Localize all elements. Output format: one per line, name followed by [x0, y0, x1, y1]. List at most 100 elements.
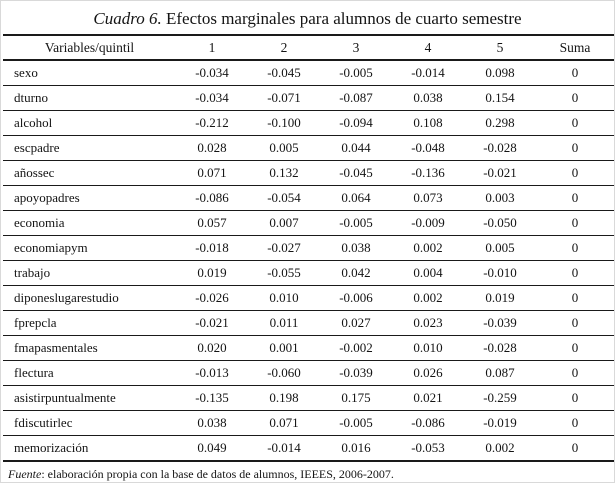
value-cell: -0.086 [392, 410, 464, 436]
value-cell: 0.073 [392, 185, 464, 211]
value-cell: 0.001 [248, 335, 320, 361]
value-cell: 0.098 [464, 60, 536, 86]
table-row: diponeslugarestudio -0.026 0.010 -0.006 0.00… [3, 285, 614, 311]
column-header-quintile-5: 5 [464, 35, 536, 61]
value-cell: 0.002 [392, 285, 464, 311]
value-cell: -0.028 [464, 335, 536, 361]
table-body: sexo -0.034 -0.045 -0.005 -0.014 0.098 0 dturno… [3, 60, 614, 461]
value-cell: 0.005 [464, 235, 536, 261]
value-cell: -0.136 [392, 160, 464, 186]
value-cell: 0 [536, 360, 614, 386]
source-text: : elaboración propia con la base de dato… [41, 467, 394, 481]
value-cell: 0.298 [464, 110, 536, 136]
value-cell: 0.005 [248, 135, 320, 161]
variable-name: fprepcla [3, 310, 176, 336]
value-cell: -0.055 [248, 260, 320, 286]
table-row: asistirpuntualmente -0.135 0.198 0.175 0.021… [3, 385, 614, 411]
value-cell: -0.014 [392, 60, 464, 86]
value-cell: -0.009 [392, 210, 464, 236]
variable-name: fmapasmentales [3, 335, 176, 361]
value-cell: -0.135 [176, 385, 248, 411]
variable-name: diponeslugarestudio [3, 285, 176, 311]
value-cell: 0.016 [341, 440, 371, 455]
value-cell: -0.045 [320, 160, 392, 186]
value-cell: -0.071 [248, 85, 320, 111]
value-cell: -0.048 [392, 135, 464, 161]
variable-name: apoyopadres [3, 185, 176, 211]
table-row: añossec 0.071 0.132 -0.045 -0.136 -0.021 0 [3, 160, 614, 186]
value-cell: -0.019 [464, 410, 536, 436]
value-cell: 0 [536, 60, 614, 86]
variable-name: escpadre [3, 135, 176, 161]
variable-name: dturno [3, 85, 176, 111]
value-cell: 0.175 [320, 385, 392, 411]
value-cell: 0.071 [248, 410, 320, 436]
variable-name: añossec [3, 160, 176, 186]
value-cell: -0.259 [464, 385, 536, 411]
variable-name: memorización [14, 440, 89, 455]
value-cell: 0.038 [392, 85, 464, 111]
variable-name: alcohol [3, 110, 176, 136]
variable-name: asistirpuntualmente [3, 385, 176, 411]
variable-name: sexo [3, 60, 176, 86]
value-cell: -0.021 [464, 160, 536, 186]
table-row: fdiscutirlec 0.038 0.071 -0.005 -0.086 -0.019… [3, 410, 614, 436]
table-row: sexo -0.034 -0.045 -0.005 -0.014 0.098 0 [3, 60, 614, 86]
value-cell: 0.071 [176, 160, 248, 186]
value-cell: -0.087 [320, 85, 392, 111]
table-row: economiapym -0.018 -0.027 0.038 0.002 0.005 0 [3, 235, 614, 261]
value-cell: -0.050 [464, 210, 536, 236]
value-cell: -0.021 [176, 310, 248, 336]
value-cell: 0 [536, 260, 614, 286]
variable-name: economia [3, 210, 176, 236]
table-caption-text: Efectos marginales para alumnos de cuart… [165, 9, 522, 28]
value-cell: 0.002 [485, 440, 515, 455]
value-cell: 0.027 [320, 310, 392, 336]
value-cell: 0.087 [464, 360, 536, 386]
table-row: escpadre 0.028 0.005 0.044 -0.048 -0.028 0 [3, 135, 614, 161]
value-cell: -0.028 [464, 135, 536, 161]
value-cell: -0.034 [176, 85, 248, 111]
value-cell: -0.005 [320, 60, 392, 86]
value-cell: -0.026 [176, 285, 248, 311]
value-cell: -0.100 [248, 110, 320, 136]
table-row: trabajo 0.019 -0.055 0.042 0.004 -0.010 0 [3, 260, 614, 286]
value-cell: 0 [536, 85, 614, 111]
value-cell: -0.010 [464, 260, 536, 286]
value-cell: -0.086 [176, 185, 248, 211]
table-row: dturno -0.034 -0.071 -0.087 0.038 0.154 0 [3, 85, 614, 111]
value-cell: -0.002 [320, 335, 392, 361]
variable-name: trabajo [3, 260, 176, 286]
value-cell: -0.018 [176, 235, 248, 261]
value-cell: -0.053 [411, 440, 445, 455]
value-cell: -0.005 [320, 410, 392, 436]
marginal-effects-table: Variables/quintil 1 2 3 4 5 Suma sexo -0.… [3, 34, 614, 462]
value-cell: 0 [536, 310, 614, 336]
value-cell: -0.014 [267, 440, 301, 455]
value-cell: 0.007 [248, 210, 320, 236]
column-header-quintile-1: 1 [176, 35, 248, 61]
value-cell: 0.021 [392, 385, 464, 411]
value-cell: -0.005 [320, 210, 392, 236]
source-label: Fuente [8, 467, 42, 481]
value-cell: 0 [536, 160, 614, 186]
value-cell: 0.010 [392, 335, 464, 361]
value-cell: -0.039 [320, 360, 392, 386]
table-row: flectura -0.013 -0.060 -0.039 0.026 0.087 0 [3, 360, 614, 386]
table-row: fmapasmentales 0.020 0.001 -0.002 0.010 -0.02… [3, 335, 614, 361]
value-cell: 0.026 [392, 360, 464, 386]
value-cell: -0.060 [248, 360, 320, 386]
variable-name: economiapym [3, 235, 176, 261]
source-note: Fuente: elaboración propia con la base d… [8, 467, 614, 482]
header-row: Variables/quintil 1 2 3 4 5 Suma [3, 35, 614, 61]
value-cell: 0 [536, 335, 614, 361]
value-cell: 0.044 [320, 135, 392, 161]
value-cell: -0.013 [176, 360, 248, 386]
value-cell: 0.064 [320, 185, 392, 211]
value-cell: 0 [536, 410, 614, 436]
value-cell: -0.054 [248, 185, 320, 211]
value-cell: 0.002 [392, 235, 464, 261]
value-cell: 0.049 [197, 440, 227, 455]
value-cell: 0.003 [464, 185, 536, 211]
value-cell: -0.039 [464, 310, 536, 336]
